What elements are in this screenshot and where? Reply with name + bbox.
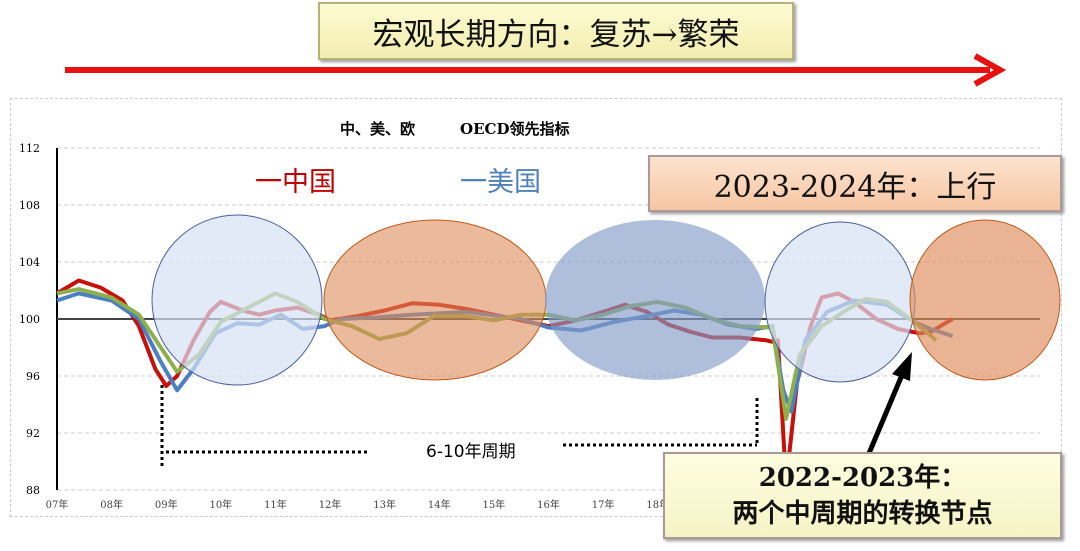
cycle-circle-2: [323, 219, 547, 381]
lower-callout-line2: 两个中周期的转换节点: [732, 498, 993, 529]
lower-callout: 2022-2023年： 两个中周期的转换节点: [663, 452, 1062, 539]
cycle-circle-3: [545, 220, 765, 380]
y-tick-label: 108: [19, 199, 40, 212]
x-tick-label: 11年: [264, 498, 287, 511]
pointer-arrow-head: [892, 352, 912, 381]
cycle-circle-5: [909, 219, 1061, 381]
banner-arrow-head: [973, 53, 1007, 87]
x-tick-label: 08年: [100, 498, 123, 511]
y-tick-label: 104: [19, 256, 40, 269]
y-tick-label: 88: [26, 484, 40, 497]
banner-title: 宏观长期方向：复苏→繁荣: [318, 2, 794, 60]
y-tick-label: 112: [19, 142, 40, 155]
y-tick-label: 100: [19, 313, 40, 326]
y-tick-label: 96: [26, 370, 40, 383]
x-tick-label: 12年: [319, 498, 342, 511]
x-tick-label: 13年: [373, 498, 396, 511]
legend-us: 一美国: [460, 167, 541, 198]
x-tick-label: 07年: [46, 498, 69, 511]
cycle-circle-1: [151, 214, 323, 386]
x-tick-label: 10年: [209, 498, 232, 511]
x-tick-label: 16年: [537, 498, 560, 511]
legend-china: 一中国: [255, 167, 336, 198]
x-tick-label: 17年: [592, 498, 615, 511]
chart-title: 中、美、欧 OECD领先指标: [340, 120, 570, 138]
cycle-circle-4: [764, 221, 916, 383]
chart-frame: [10, 98, 1062, 517]
upper-callout: 2023-2024年：上行: [648, 155, 1062, 212]
x-tick-label: 14年: [428, 498, 451, 511]
period-label: 6-10年周期: [426, 442, 516, 462]
x-tick-label: 15年: [483, 498, 506, 511]
upper-callout-text: 2023-2024年：上行: [713, 169, 997, 205]
y-tick-label: 92: [26, 427, 40, 440]
lower-callout-line1: 2022-2023年：: [758, 462, 967, 493]
x-tick-label: 09年: [155, 498, 178, 511]
